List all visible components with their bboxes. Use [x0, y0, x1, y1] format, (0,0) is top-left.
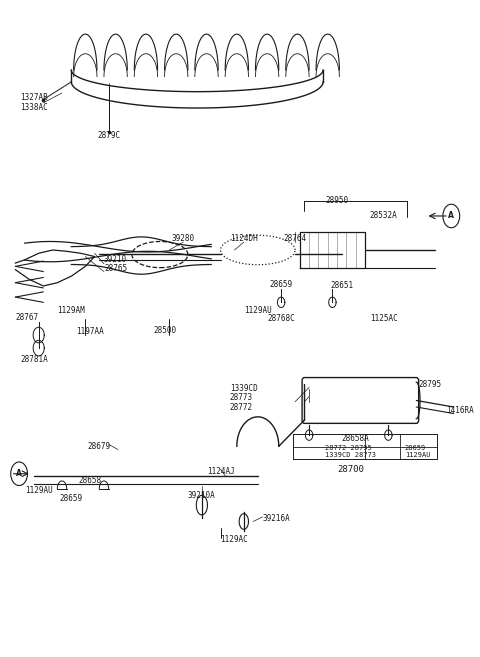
Text: 28950: 28950 — [325, 196, 348, 206]
Text: 1129AU: 1129AU — [405, 452, 430, 458]
Text: 28772: 28772 — [230, 403, 253, 411]
Text: A: A — [448, 212, 454, 221]
Text: 28767: 28767 — [15, 313, 38, 322]
Text: 39210A: 39210A — [188, 491, 216, 500]
Text: A: A — [16, 469, 22, 478]
Text: 39280: 39280 — [172, 234, 195, 242]
Text: 28768C: 28768C — [267, 314, 295, 323]
Text: 1125AC: 1125AC — [370, 314, 397, 323]
Text: 28795: 28795 — [419, 380, 442, 388]
Text: 28500: 28500 — [153, 326, 176, 335]
Text: 1197AA: 1197AA — [76, 327, 104, 336]
Text: 1339CD 28773: 1339CD 28773 — [325, 452, 376, 458]
Text: 28781A: 28781A — [20, 355, 48, 365]
Text: 39210: 39210 — [104, 256, 127, 264]
Text: 1124DH: 1124DH — [230, 234, 258, 242]
Text: 28764: 28764 — [284, 234, 307, 242]
Text: 1129AU: 1129AU — [244, 306, 272, 315]
Text: 1129AC: 1129AC — [221, 535, 248, 543]
Text: 28659: 28659 — [270, 279, 293, 288]
Text: 28659: 28659 — [405, 445, 426, 451]
Text: 1416RA: 1416RA — [446, 406, 474, 415]
Text: 1339CD: 1339CD — [230, 384, 258, 393]
Text: 39216A: 39216A — [263, 514, 290, 523]
Text: 28700: 28700 — [337, 464, 364, 474]
Text: 28765: 28765 — [104, 264, 127, 273]
Text: 28532A: 28532A — [370, 212, 397, 221]
Text: 28658: 28658 — [78, 476, 102, 485]
Text: 1124AJ: 1124AJ — [206, 466, 234, 476]
Text: 28772 28795: 28772 28795 — [325, 445, 372, 451]
Text: 28651: 28651 — [330, 281, 353, 290]
Text: 28658A: 28658A — [342, 434, 370, 443]
Text: 2879C: 2879C — [97, 131, 120, 140]
Text: 28679: 28679 — [88, 442, 111, 451]
Text: 28773: 28773 — [230, 394, 253, 402]
Text: 1129AM: 1129AM — [57, 306, 85, 315]
Text: 1327AB
1338AC: 1327AB 1338AC — [20, 93, 48, 112]
Text: 1129AU: 1129AU — [25, 486, 53, 495]
Text: 28659: 28659 — [60, 494, 83, 503]
